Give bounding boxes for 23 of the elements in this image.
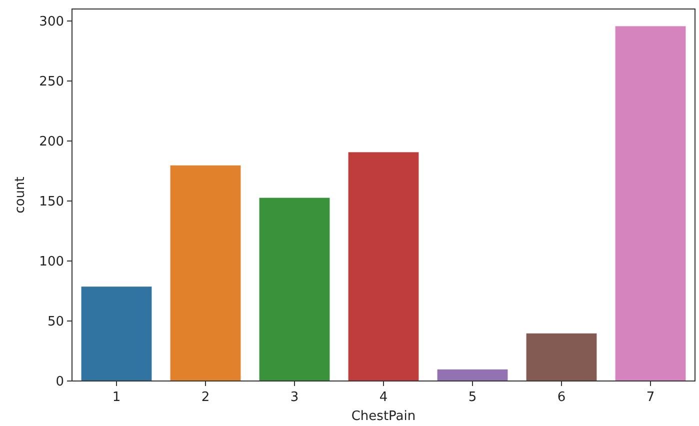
x-tick-label: 1	[112, 390, 121, 405]
x-tick-label: 6	[557, 390, 566, 405]
x-tick-label: 5	[468, 390, 477, 405]
x-tick-label: 7	[646, 390, 655, 405]
y-tick-label: 0	[56, 374, 64, 390]
y-tick-label: 50	[47, 314, 64, 330]
y-tick-label: 300	[39, 14, 64, 30]
bar	[170, 164, 242, 382]
y-tick-label: 250	[39, 74, 64, 90]
bar	[614, 25, 686, 382]
x-tick-label: 4	[379, 390, 388, 405]
bar	[436, 368, 508, 382]
y-tick-label: 100	[39, 254, 64, 270]
bar	[80, 286, 152, 382]
x-tick-label: 2	[201, 390, 210, 405]
y-tick-label: 200	[39, 134, 64, 150]
bar	[526, 332, 598, 382]
y-tick-label: 150	[39, 194, 64, 210]
x-axis-title: ChestPain	[351, 409, 416, 424]
bar	[348, 151, 420, 382]
y-axis-title: count	[13, 176, 28, 214]
x-tick-label: 3	[290, 390, 299, 405]
bar	[258, 197, 330, 382]
